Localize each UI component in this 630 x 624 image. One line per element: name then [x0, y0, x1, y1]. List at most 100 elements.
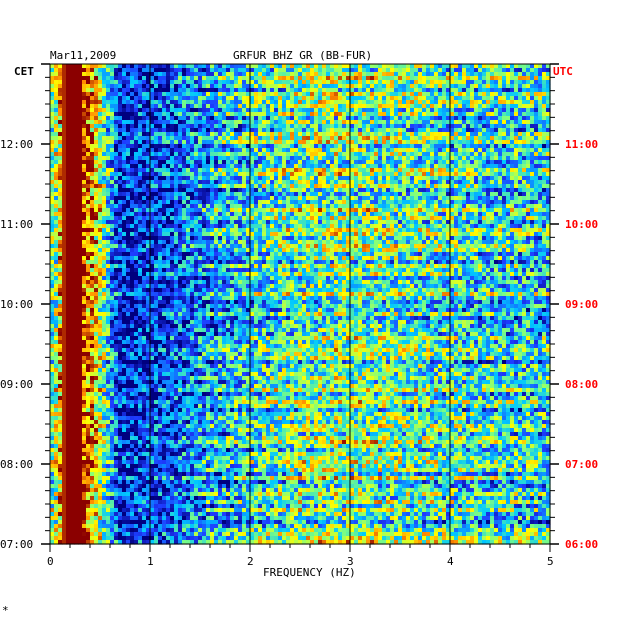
heatmap-cell	[458, 220, 463, 225]
heatmap-cell	[142, 168, 147, 173]
heatmap-cell	[214, 136, 219, 141]
heatmap-cell	[126, 124, 131, 129]
heatmap-cell	[66, 124, 71, 129]
heatmap-cell	[66, 188, 71, 193]
heatmap-cell	[326, 152, 331, 157]
heatmap-cell	[426, 88, 431, 93]
heatmap-cell	[234, 176, 239, 181]
heatmap-cell	[186, 144, 191, 149]
heatmap-cell	[334, 184, 339, 189]
heatmap-cell	[446, 96, 451, 101]
heatmap-cell	[130, 208, 135, 213]
heatmap-cell	[486, 212, 491, 217]
heatmap-cell	[206, 120, 211, 125]
heatmap-cell	[102, 76, 107, 81]
heatmap-cell	[538, 64, 543, 69]
heatmap-cell	[186, 196, 191, 201]
heatmap-cell	[338, 136, 343, 141]
heatmap-cell	[282, 112, 287, 117]
heatmap-cell	[130, 192, 135, 197]
heatmap-cell	[186, 112, 191, 117]
heatmap-cell	[142, 164, 147, 169]
heatmap-cell	[322, 124, 327, 129]
heatmap-cell	[254, 96, 259, 101]
heatmap-cell	[458, 164, 463, 169]
heatmap-cell	[486, 196, 491, 201]
heatmap-cell	[82, 204, 87, 209]
heatmap-cell	[538, 172, 543, 177]
heatmap-cell	[314, 168, 319, 173]
heatmap-cell	[250, 156, 255, 161]
heatmap-cell	[278, 108, 283, 113]
heatmap-cell	[414, 76, 419, 81]
heatmap-cell	[74, 168, 79, 173]
heatmap-cell	[530, 116, 535, 121]
heatmap-cell	[102, 140, 107, 145]
heatmap-cell	[502, 100, 507, 105]
heatmap-cell	[202, 184, 207, 189]
heatmap-cell	[190, 160, 195, 165]
heatmap-cell	[98, 148, 103, 153]
heatmap-cell	[238, 208, 243, 213]
heatmap-cell	[362, 100, 367, 105]
heatmap-cell	[350, 184, 355, 189]
heatmap-cell	[402, 168, 407, 173]
heatmap-cell	[102, 136, 107, 141]
heatmap-cell	[114, 196, 119, 201]
heatmap-cell	[338, 76, 343, 81]
heatmap-cell	[234, 96, 239, 101]
heatmap-cell	[518, 216, 523, 221]
heatmap-cell	[98, 208, 103, 213]
heatmap-cell	[390, 164, 395, 169]
heatmap-cell	[226, 188, 231, 193]
heatmap-cell	[174, 104, 179, 109]
heatmap-cell	[186, 216, 191, 221]
heatmap-cell	[386, 144, 391, 149]
heatmap-cell	[466, 116, 471, 121]
heatmap-cell	[226, 136, 231, 141]
heatmap-cell	[394, 156, 399, 161]
heatmap-cell	[166, 108, 171, 113]
heatmap-cell	[86, 132, 91, 137]
heatmap-cell	[134, 104, 139, 109]
heatmap-cell	[382, 220, 387, 225]
heatmap-cell	[542, 176, 547, 181]
heatmap-cell	[462, 192, 467, 197]
heatmap-cell	[506, 80, 511, 85]
heatmap-cell	[250, 64, 255, 69]
heatmap-cell	[458, 152, 463, 157]
heatmap-cell	[526, 108, 531, 113]
heatmap-cell	[214, 100, 219, 105]
heatmap-cell	[142, 176, 147, 181]
heatmap-cell	[186, 160, 191, 165]
heatmap-cell	[338, 152, 343, 157]
heatmap-cell	[458, 120, 463, 125]
heatmap-cell	[98, 156, 103, 161]
heatmap-cell	[466, 172, 471, 177]
heatmap-cell	[154, 156, 159, 161]
heatmap-cell	[454, 204, 459, 209]
heatmap-cell	[282, 124, 287, 129]
heatmap-cell	[494, 160, 499, 165]
heatmap-cell	[274, 84, 279, 89]
heatmap-cell	[174, 216, 179, 221]
heatmap-cell	[494, 104, 499, 109]
heatmap-cell	[266, 196, 271, 201]
heatmap-cell	[86, 216, 91, 221]
heatmap-cell	[118, 200, 123, 205]
heatmap-cell	[414, 156, 419, 161]
heatmap-cell	[210, 104, 215, 109]
heatmap-cell	[94, 112, 99, 117]
heatmap-cell	[258, 80, 263, 85]
heatmap-cell	[214, 68, 219, 73]
heatmap-cell	[246, 120, 251, 125]
heatmap-cell	[242, 152, 247, 157]
heatmap-cell	[402, 188, 407, 193]
heatmap-cell	[494, 152, 499, 157]
heatmap-cell	[238, 124, 243, 129]
heatmap-cell	[354, 100, 359, 105]
heatmap-cell	[114, 124, 119, 129]
heatmap-cell	[318, 208, 323, 213]
heatmap-cell	[114, 156, 119, 161]
heatmap-cell	[290, 100, 295, 105]
